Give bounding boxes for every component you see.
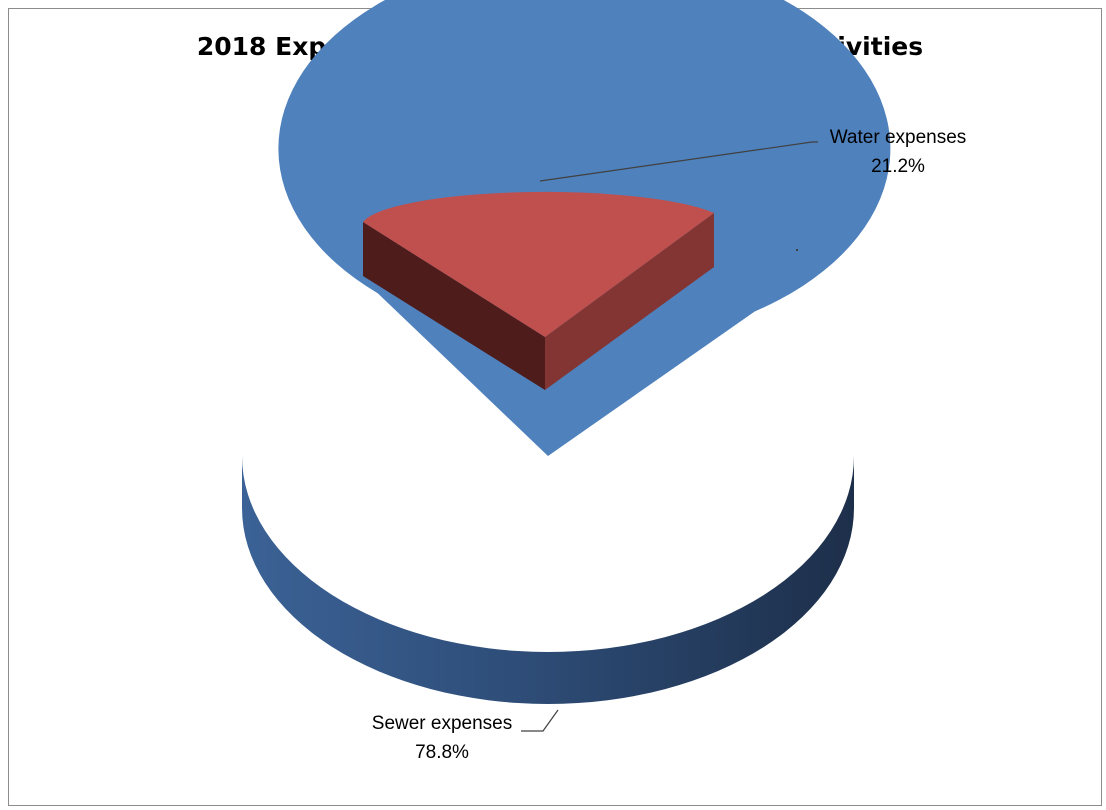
slice-wall-water-left — [363, 222, 545, 390]
label-water-name: Water expenses — [830, 127, 967, 148]
label-water-percent: 21.2% — [871, 156, 925, 177]
label-sewer-name: Sewer expenses — [372, 713, 512, 734]
slice-wall-water-right — [545, 213, 714, 390]
leader-line-sewer — [521, 709, 559, 732]
label-sewer-percent: 78.8% — [415, 742, 469, 763]
stray-dot — [796, 249, 798, 251]
slice-water-expenses — [363, 191, 714, 337]
leader-line-water — [539, 141, 818, 182]
slice-side-sewer — [242, 456, 854, 704]
